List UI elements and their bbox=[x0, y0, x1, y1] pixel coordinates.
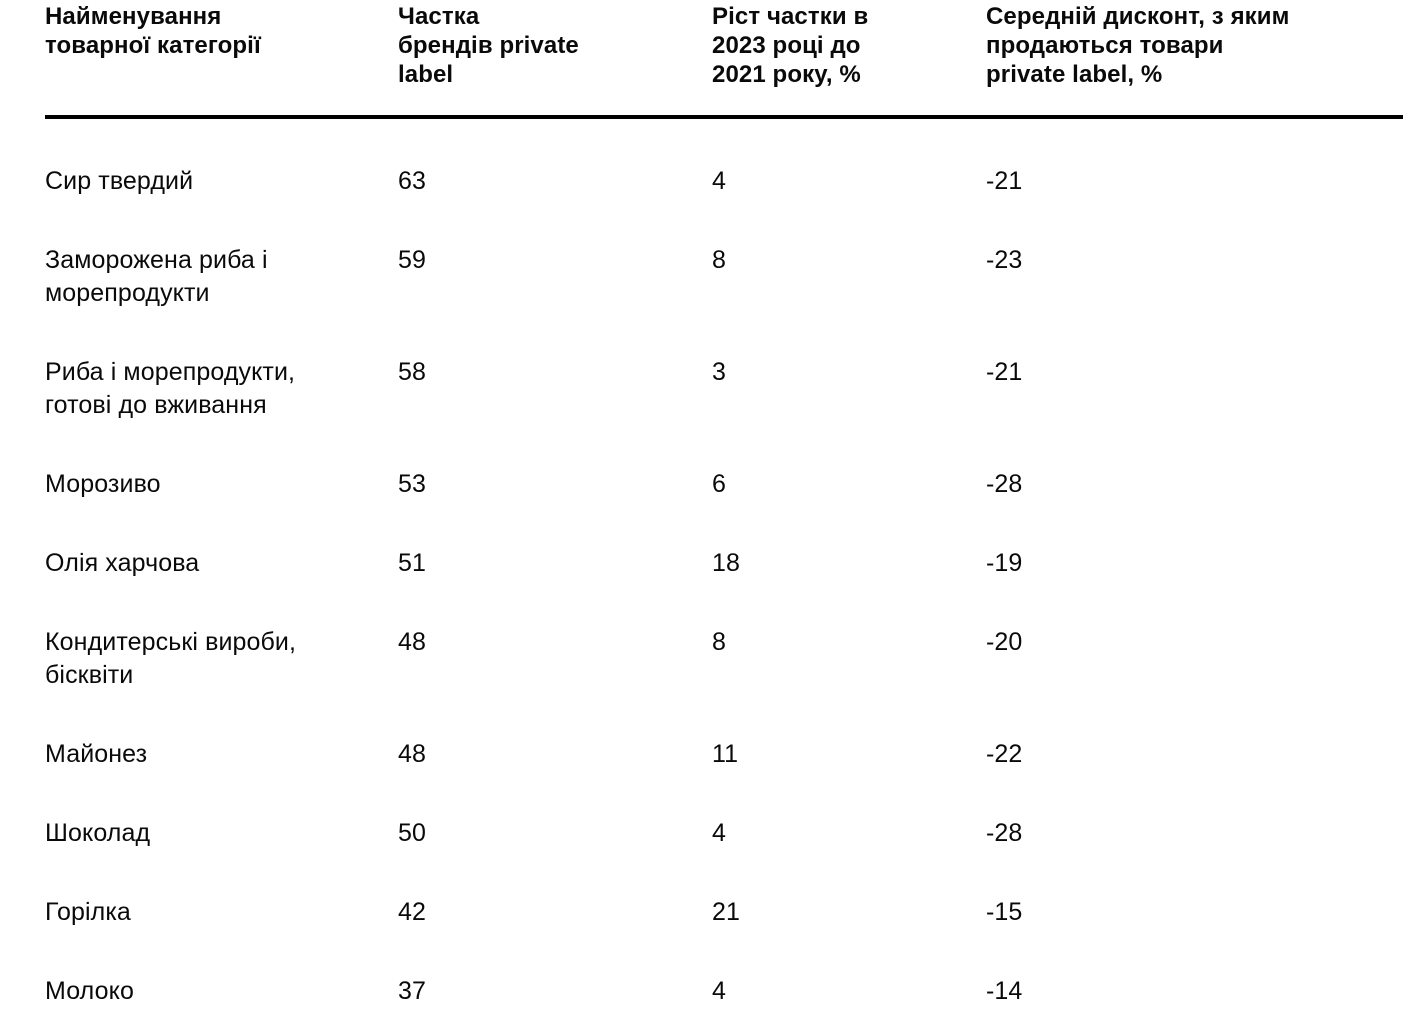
share-value: 37 bbox=[398, 977, 427, 1005]
growth-value: 6 bbox=[712, 470, 727, 498]
growth-value: 11 bbox=[712, 740, 739, 768]
category-cell: Риба і морепродукти, готові до вживання bbox=[45, 358, 296, 419]
private-label-table: Найменування товарної категорії Частка б… bbox=[45, 2, 1403, 1008]
growth-value: 18 bbox=[712, 549, 741, 577]
column-header-line: товарної категорії bbox=[45, 32, 261, 59]
share-value: 50 bbox=[398, 819, 427, 847]
growth-value: 8 bbox=[712, 246, 727, 274]
column-header-line: Середній дисконт, з яким bbox=[986, 3, 1290, 30]
growth-value: 3 bbox=[712, 358, 727, 386]
discount-value: -23 bbox=[986, 246, 1023, 274]
column-header-discount: Середній дисконт, з яким продаються това… bbox=[986, 2, 1403, 117]
column-header-line: 2023 році до bbox=[712, 32, 861, 59]
discount-value: -19 bbox=[986, 549, 1023, 577]
category-cell: Молоко bbox=[45, 977, 134, 1005]
table-row: Сир твердий 63 4 -21 bbox=[45, 117, 1403, 198]
column-header-growth: Ріст частки в 2023 році до 2021 року, % bbox=[712, 2, 986, 117]
discount-value: -28 bbox=[986, 470, 1023, 498]
discount-value: -21 bbox=[986, 358, 1023, 386]
category-cell: Олія харчова bbox=[45, 549, 200, 577]
column-header-line: продаються товари bbox=[986, 32, 1224, 59]
category-cell: Горілка bbox=[45, 898, 131, 926]
share-value: 59 bbox=[398, 246, 427, 274]
category-cell: Кондитерські вироби, бісквіти bbox=[45, 628, 297, 689]
growth-value: 4 bbox=[712, 167, 727, 195]
growth-value: 21 bbox=[712, 898, 741, 926]
table-row: Шоколад 50 4 -28 bbox=[45, 771, 1403, 850]
discount-value: -20 bbox=[986, 628, 1023, 656]
discount-value: -21 bbox=[986, 167, 1023, 195]
table-row: Олія харчова 51 18 -19 bbox=[45, 501, 1403, 580]
share-value: 53 bbox=[398, 470, 427, 498]
share-value: 48 bbox=[398, 628, 427, 656]
column-header-line: Ріст частки в bbox=[712, 3, 869, 30]
growth-value: 4 bbox=[712, 977, 727, 1005]
growth-value: 8 bbox=[712, 628, 727, 656]
table-row: Риба і морепродукти, готові до вживання … bbox=[45, 310, 1403, 422]
share-value: 51 bbox=[398, 549, 427, 577]
column-header-line: Частка bbox=[398, 3, 480, 30]
column-header-line: Найменування bbox=[45, 3, 222, 30]
table-row: Молоко 37 4 -14 bbox=[45, 929, 1403, 1008]
share-value: 58 bbox=[398, 358, 427, 386]
share-value: 63 bbox=[398, 167, 427, 195]
table-row: Заморожена риба і морепродукти 59 8 -23 bbox=[45, 198, 1403, 310]
table-row: Морозиво 53 6 -28 bbox=[45, 422, 1403, 501]
discount-value: -28 bbox=[986, 819, 1023, 847]
column-header-line: label bbox=[398, 61, 454, 88]
share-value: 48 bbox=[398, 740, 427, 768]
growth-value: 4 bbox=[712, 819, 727, 847]
table-row: Горілка 42 21 -15 bbox=[45, 850, 1403, 929]
category-cell: Морозиво bbox=[45, 470, 161, 498]
discount-value: -22 bbox=[986, 740, 1023, 768]
discount-value: -14 bbox=[986, 977, 1023, 1005]
category-cell: Заморожена риба і морепродукти bbox=[45, 246, 268, 307]
table-header-row: Найменування товарної категорії Частка б… bbox=[45, 2, 1403, 117]
discount-value: -15 bbox=[986, 898, 1023, 926]
category-cell: Шоколад bbox=[45, 819, 151, 847]
column-header-line: 2021 року, % bbox=[712, 61, 861, 88]
column-header-line: private label, % bbox=[986, 61, 1163, 88]
column-header-line: брендів private bbox=[398, 32, 579, 59]
category-cell: Майонез bbox=[45, 740, 148, 768]
category-cell: Сир твердий bbox=[45, 167, 194, 195]
column-header-category: Найменування товарної категорії bbox=[45, 2, 398, 117]
share-value: 42 bbox=[398, 898, 427, 926]
table-row: Кондитерські вироби, бісквіти 48 8 -20 bbox=[45, 580, 1403, 692]
column-header-share: Частка брендів private label bbox=[398, 2, 712, 117]
table-row: Майонез 48 11 -22 bbox=[45, 692, 1403, 771]
